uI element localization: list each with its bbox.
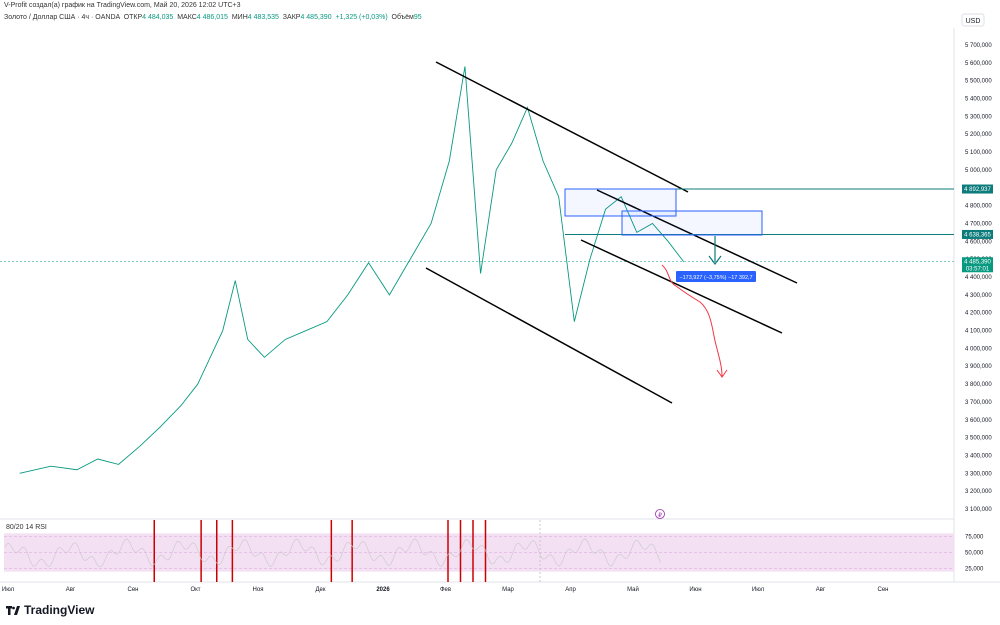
volume-value: 95	[413, 14, 422, 21]
measure-label: −173,927 (−3,75%) −17 392,7	[679, 275, 752, 281]
current-price-label: 4 485,390	[964, 259, 991, 265]
tradingview-logo[interactable]: TradingView	[6, 603, 94, 617]
rsi-line	[4, 538, 662, 567]
time-tick-label: Сен	[128, 587, 139, 593]
rsi-tick-label: 50,000	[965, 551, 984, 557]
price-tick-label: 3 900,000	[965, 364, 992, 370]
support-price-label: 4 638,365	[964, 232, 991, 238]
time-tick-label: Окт	[190, 587, 200, 593]
projection-curve	[661, 264, 723, 377]
low-value: 4 483,535	[247, 14, 279, 21]
price-tick-label: 5 600,000	[965, 61, 992, 67]
price-tick-label: 3 700,000	[965, 400, 992, 406]
measure-label-box	[676, 271, 756, 282]
price-tick-label: 5 000,000	[965, 168, 992, 174]
price-tick-label: 4 200,000	[965, 311, 992, 317]
price-tick-label: 5 500,000	[965, 79, 992, 85]
price-tick-label: 3 200,000	[965, 489, 992, 495]
time-tick-label: Фев	[440, 587, 451, 593]
price-tick-label: 3 600,000	[965, 418, 992, 424]
time-tick-label: Июл	[2, 587, 15, 593]
price-chart[interactable]: USD 3 100,000 3 200,000 3 300,000 3 400,000…	[0, 0, 1000, 600]
close-label: ЗАКР	[282, 14, 301, 21]
time-tick-label: Июн	[689, 587, 701, 593]
bar-countdown-label: 03:57:01	[966, 266, 990, 272]
price-tick-label: 4 400,000	[965, 275, 992, 281]
time-tick-label: Дек	[315, 587, 325, 593]
open-label: ОТКР	[123, 14, 143, 21]
price-tick-label: 4 800,000	[965, 204, 992, 210]
brand-name: TradingView	[24, 603, 95, 617]
resistance-price-badge	[962, 184, 993, 194]
high-value: 4 486,015	[196, 14, 228, 21]
price-tick-label: 3 100,000	[965, 507, 992, 513]
resistance-price-label: 4 892,937	[964, 187, 991, 193]
time-tick-label: Апр	[565, 587, 576, 593]
projection-arrow-head	[716, 369, 728, 378]
price-tick-label: 4 100,000	[965, 329, 992, 335]
support-price-badge	[962, 229, 993, 239]
time-tick-label: Авг	[816, 587, 826, 593]
channel-lower-line-inner[interactable]	[580, 239, 783, 334]
time-tick-label: Авг	[66, 587, 76, 593]
channel-upper-line-inner[interactable]	[596, 189, 798, 284]
price-tick-label: 4 300,000	[965, 293, 992, 299]
time-tick-label: Сен	[878, 587, 889, 593]
price-tick-label: 5 100,000	[965, 150, 992, 156]
event-marker-glyph: ₽	[658, 512, 662, 519]
price-tick-label: 5 200,000	[965, 132, 992, 138]
change-value: +1,325 (+0,03%)	[335, 14, 388, 21]
volume-label: Объём	[391, 14, 414, 21]
channel-lower-line-outer[interactable]	[425, 267, 673, 404]
rsi-tick-label: 75,000	[965, 535, 984, 541]
chart-attribution: V-Profit создал(а) график на TradingView…	[4, 2, 241, 9]
price-tick-label: 5 300,000	[965, 114, 992, 120]
price-tick-label: 3 400,000	[965, 453, 992, 459]
time-tick-label: Мар	[502, 587, 514, 593]
event-marker-icon[interactable]	[655, 509, 665, 519]
currency-label: USD	[966, 18, 981, 25]
low-label: МИН	[231, 14, 248, 21]
current-price-badge	[962, 257, 993, 273]
price-candles	[19, 66, 685, 474]
open-value: 4 484,035	[142, 14, 174, 21]
time-tick-label: Июл	[752, 587, 765, 593]
measure-arrow-head	[708, 255, 722, 265]
price-tick-label: 4 600,000	[965, 239, 992, 245]
price-tick-label: 3 500,000	[965, 436, 992, 442]
channel-upper-line-outer[interactable]	[435, 61, 689, 193]
price-tick-label: 5 400,000	[965, 97, 992, 103]
time-tick-label: Май	[627, 586, 639, 593]
price-tick-label: 3 800,000	[965, 382, 992, 388]
time-tick-label: 2026	[376, 587, 390, 593]
high-label: МАКС	[177, 14, 197, 21]
currency-badge[interactable]	[961, 13, 985, 27]
symbol-info-bar: Золото / Доллар США · 4ч · OANDA ОТКР4 4…	[4, 14, 422, 21]
time-tick-label: Ноя	[253, 587, 264, 593]
price-tick-label: 3 300,000	[965, 471, 992, 477]
close-value: 4 485,390	[300, 14, 332, 21]
tradingview-logo-icon	[6, 605, 20, 615]
symbol-label[interactable]: Золото / Доллар США · 4ч · OANDA	[4, 14, 120, 21]
rsi-title: 80/20 14 RSI	[6, 524, 47, 531]
price-tick-label: 4 700,000	[965, 221, 992, 227]
price-tick-label: 4 000,000	[965, 346, 992, 352]
price-tick-label: 5 700,000	[965, 43, 992, 49]
range-box-lower[interactable]	[621, 210, 763, 236]
rsi-tick-label: 25,000	[965, 566, 984, 572]
